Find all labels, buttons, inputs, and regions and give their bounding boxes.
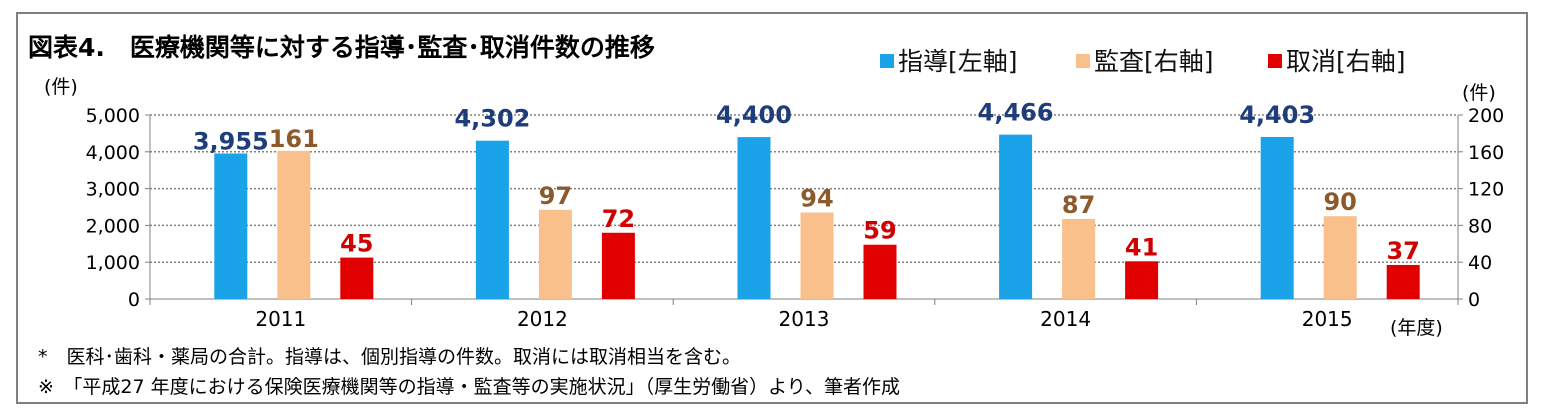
footnote-1: * 医科･歯科・薬局の合計。指導は、個別指導の件数。取消には取消相当を含む。 [38,346,742,368]
footnote-2: ※ 「平成27 年度における保険医療機関等の指導・監査等の実施状況」（厚生労働省… [38,376,900,398]
left-axis-unit: (件) [44,76,78,98]
legend-swatch-kansa [1076,54,1090,68]
legend-swatch-shido [880,54,894,68]
legend-item-torikeshi: 取消[右軸] [1268,42,1406,78]
legend-item-kansa: 監査[右軸] [1076,42,1214,78]
legend-swatch-torikeshi [1268,54,1282,68]
chart-title: 図表4. 医療機関等に対する指導･監査･取消件数の推移 [28,33,655,62]
legend-label-kansa: 監査[右軸] [1094,47,1214,76]
right-axis-unit: (件) [1462,82,1496,104]
legend-label-shido: 指導[左軸] [898,47,1018,76]
legend-label-torikeshi: 取消[右軸] [1286,47,1406,76]
x-axis-unit: (年度) [1390,317,1443,339]
legend-item-shido: 指導[左軸] [880,42,1018,78]
